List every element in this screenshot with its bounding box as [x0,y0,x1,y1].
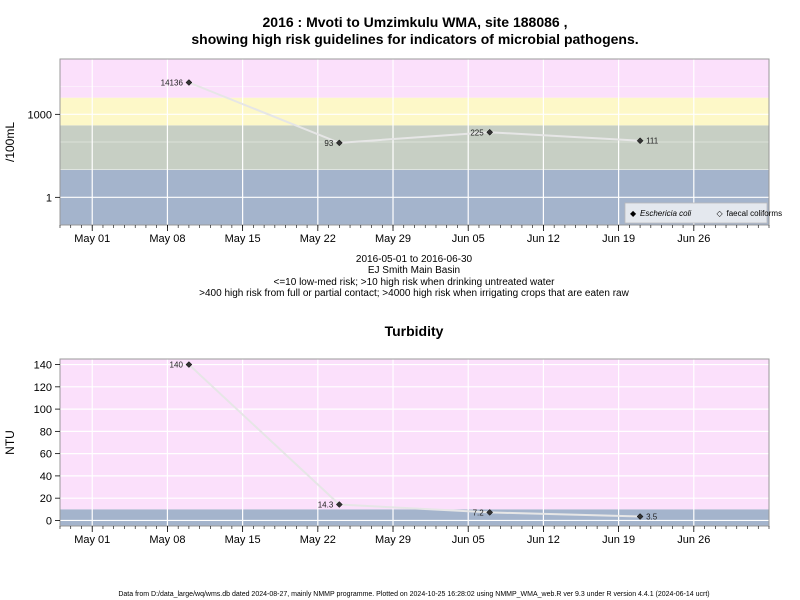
risk-band [60,359,769,510]
data-point [185,79,193,86]
y-tick-label: 1 [46,192,52,204]
x-tick-label: May 22 [300,233,336,245]
y-tick-label: 40 [40,471,52,483]
data-point [486,128,494,136]
chart1-caption-basin: EJ Smith Main Basin [368,265,460,276]
series-line [188,81,641,144]
y-tick-label: 20 [40,493,52,505]
x-tick-label: May 08 [149,233,185,245]
y-tick-label: 60 [40,449,52,461]
chart1-title-line1: 2016 : Mvoti to Umzimkulu WMA, site 1880… [263,14,568,30]
chart1-caption-period: 2016-05-01 to 2016-06-30 [356,254,473,265]
data-label: 7.2 [473,508,485,517]
chart1-title-line2: showing high risk guidelines for indicat… [191,31,638,47]
x-tick-label: Jun 19 [602,534,635,546]
data-point [636,513,644,520]
x-tick-label: May 29 [375,534,411,546]
y-tick-label: 120 [34,382,52,394]
y-tick-label: 80 [40,426,52,438]
y-tick-label: 0 [46,515,52,527]
x-tick-label: May 29 [375,233,411,245]
legend-symbol: ◆ [630,209,637,218]
chart2-title: Turbidity [385,323,444,339]
data-label: 225 [470,128,484,137]
y-tick-label: 140 [34,360,52,372]
data-label: 14.3 [318,501,334,510]
chart1-caption-guideline-contact: >400 high risk from full or partial cont… [199,288,629,299]
x-tick-label: Jun 05 [452,534,485,546]
x-tick-label: May 08 [149,534,185,546]
data-point [335,501,343,508]
data-point [486,509,494,516]
data-label: 140 [170,361,184,370]
ecoli-chart: May 01 May 08 May 15 May 22 May 29 Jun 05 Jun … [3,58,783,245]
legend-entry: Eschericia coli [640,209,691,218]
data-point [185,361,193,368]
legend-entry: faecal coliforms [727,209,783,218]
risk-band [60,125,769,170]
x-tick-label: May 15 [225,534,261,546]
x-tick-label: May 01 [74,534,110,546]
x-tick-label: May 22 [300,534,336,546]
y-tick-label: 100 [34,404,52,416]
risk-band [60,509,769,526]
x-tick-label: Jun 26 [677,534,710,546]
turbidity-chart: May 01 May 08 May 15 May 22 May 29 Jun 05 Jun … [3,358,770,546]
data-point [636,137,644,145]
chart1-caption-guideline-drinking: <=10 low-med risk; >10 high risk when dr… [274,277,556,288]
risk-band [60,97,769,126]
data-label: 3.5 [646,513,658,522]
y-tick-label: 1000 [28,109,52,121]
y-axis-label: /100mL [3,122,17,162]
data-label: 14136 [161,79,184,88]
x-tick-label: Jun 26 [677,233,710,245]
x-tick-label: May 15 [225,233,261,245]
x-tick-label: May 01 [74,233,110,245]
data-label: 93 [324,139,333,148]
series-line [188,363,641,518]
legend-box [624,202,768,224]
data-label: 111 [646,137,659,146]
legend-symbol: ◇ [717,209,724,218]
x-tick-label: Jun 05 [452,233,485,245]
y-axis-label: NTU [3,430,17,455]
risk-band [60,59,769,98]
x-tick-label: Jun 12 [527,233,560,245]
data-point [335,139,343,147]
x-tick-label: Jun 19 [602,233,635,245]
footer-note: Data from D:/data_large/wq/wms.db dated … [118,591,709,598]
x-tick-label: Jun 12 [527,534,560,546]
